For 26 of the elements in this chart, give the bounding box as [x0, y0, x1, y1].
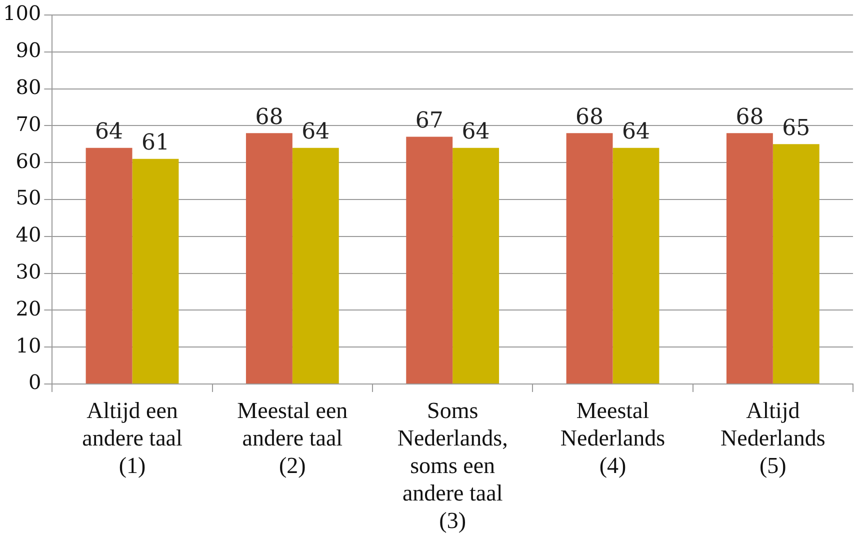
- y-tick-label: 40: [16, 222, 42, 247]
- data-label: 68: [255, 104, 284, 130]
- y-tick-label: 30: [16, 260, 42, 284]
- data-label: 67: [415, 108, 444, 134]
- x-tick-label: Meestal een andere taal (2): [237, 398, 348, 478]
- data-label: 64: [95, 120, 124, 145]
- y-tick-label: 50: [16, 186, 42, 210]
- data-label: 64: [462, 120, 490, 145]
- y-tick-label: 70: [16, 112, 42, 136]
- y-tick-label: 90: [16, 38, 42, 62]
- y-tick-label: 80: [16, 75, 42, 100]
- data-label: 64: [622, 120, 650, 145]
- y-tick-label: 20: [16, 296, 42, 320]
- x-tick-label: Altijd Nederlands (5): [720, 398, 826, 478]
- x-tick-label: Soms Nederlands, soms een andere taal (3): [397, 398, 508, 534]
- data-label: 68: [576, 104, 604, 130]
- data-label: 68: [736, 104, 764, 130]
- y-tick-label: 0: [28, 370, 42, 394]
- data-label: 61: [141, 130, 170, 156]
- x-tick-label: Meestal Nederlands (4): [560, 398, 666, 478]
- data-label: 65: [782, 116, 810, 141]
- y-tick-label: 10: [16, 333, 42, 358]
- y-tick-label: 60: [16, 148, 42, 173]
- data-label: 64: [302, 120, 330, 145]
- x-tick-label: Altijd een andere taal (1): [82, 398, 182, 478]
- y-tick-label: 100: [2, 1, 42, 26]
